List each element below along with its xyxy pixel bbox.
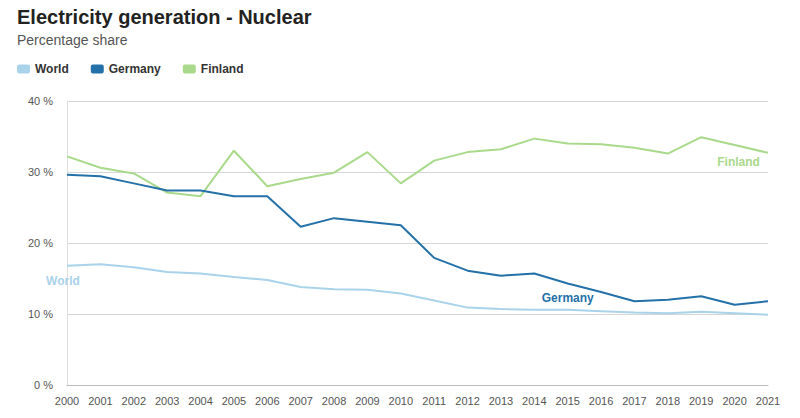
svg-text:20 %: 20 %: [28, 237, 53, 249]
svg-text:Finland: Finland: [717, 155, 760, 169]
svg-text:2013: 2013: [489, 395, 513, 407]
svg-text:Finland: Finland: [201, 62, 244, 76]
svg-text:2018: 2018: [656, 395, 680, 407]
svg-text:2005: 2005: [222, 395, 246, 407]
svg-text:2011: 2011: [422, 395, 446, 407]
svg-text:2016: 2016: [589, 395, 613, 407]
svg-text:2019: 2019: [689, 395, 713, 407]
svg-text:Germany: Germany: [542, 291, 594, 305]
svg-text:2015: 2015: [555, 395, 579, 407]
svg-text:0 %: 0 %: [34, 379, 53, 391]
svg-text:30 %: 30 %: [28, 166, 53, 178]
svg-text:2014: 2014: [522, 395, 546, 407]
svg-text:10 %: 10 %: [28, 308, 53, 320]
svg-text:2009: 2009: [355, 395, 379, 407]
svg-text:2003: 2003: [155, 395, 179, 407]
svg-text:2007: 2007: [288, 395, 312, 407]
svg-text:Percentage share: Percentage share: [17, 32, 128, 48]
svg-text:2001: 2001: [88, 395, 112, 407]
svg-text:40 %: 40 %: [28, 95, 53, 107]
svg-text:2017: 2017: [622, 395, 646, 407]
svg-text:Germany: Germany: [109, 62, 161, 76]
svg-text:2012: 2012: [455, 395, 479, 407]
svg-text:2002: 2002: [122, 395, 146, 407]
svg-text:2010: 2010: [389, 395, 413, 407]
svg-text:2008: 2008: [322, 395, 346, 407]
svg-text:Electricity generation - Nucle: Electricity generation - Nuclear: [17, 6, 312, 28]
svg-text:2020: 2020: [722, 395, 746, 407]
svg-text:2000: 2000: [55, 395, 79, 407]
svg-text:World: World: [35, 62, 69, 76]
svg-text:2004: 2004: [188, 395, 212, 407]
svg-text:World: World: [46, 274, 80, 288]
svg-text:2006: 2006: [255, 395, 279, 407]
svg-text:2021: 2021: [756, 395, 780, 407]
